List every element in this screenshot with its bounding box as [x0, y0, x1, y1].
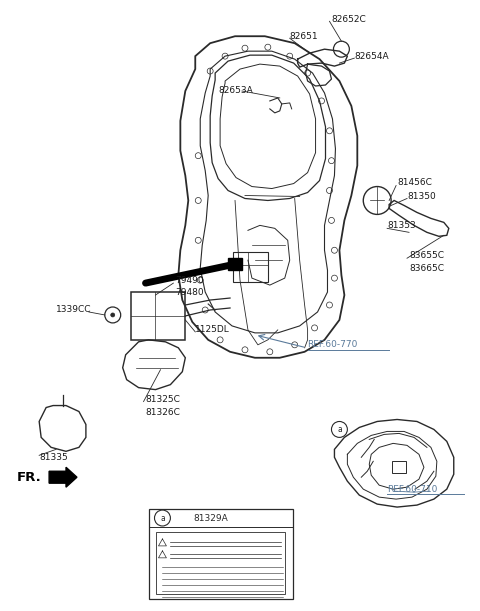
Circle shape: [155, 510, 170, 526]
Polygon shape: [49, 467, 77, 487]
Text: FR.: FR.: [16, 470, 41, 484]
Text: 81350: 81350: [407, 192, 436, 201]
Text: 82652C: 82652C: [332, 15, 366, 24]
Bar: [148, 509, 293, 599]
Text: 81325C: 81325C: [145, 395, 180, 404]
Text: a: a: [337, 425, 342, 434]
Circle shape: [111, 313, 115, 317]
Text: 82654A: 82654A: [354, 52, 389, 60]
Bar: [156, 532, 285, 594]
Text: 1125DL: 1125DL: [195, 326, 230, 334]
Bar: [228, 258, 242, 270]
Circle shape: [332, 422, 348, 437]
Text: 81335: 81335: [39, 453, 68, 462]
Text: 82651: 82651: [290, 32, 318, 41]
Text: a: a: [160, 513, 165, 522]
Text: 79490: 79490: [175, 276, 204, 285]
Bar: [233, 252, 268, 282]
Text: REF.60-770: REF.60-770: [308, 340, 358, 349]
Text: 81329A: 81329A: [193, 513, 228, 522]
Text: REF.60-710: REF.60-710: [387, 485, 437, 494]
Text: 81353: 81353: [387, 221, 416, 230]
Text: 81326C: 81326C: [145, 408, 180, 417]
Bar: [131, 292, 185, 340]
Bar: [392, 461, 406, 474]
Text: 1339CC: 1339CC: [56, 306, 92, 315]
Text: 83665C: 83665C: [409, 264, 444, 273]
Text: 79480: 79480: [175, 288, 204, 296]
Text: 82653A: 82653A: [218, 87, 253, 95]
Text: 83655C: 83655C: [409, 251, 444, 260]
Text: 81456C: 81456C: [397, 178, 432, 187]
